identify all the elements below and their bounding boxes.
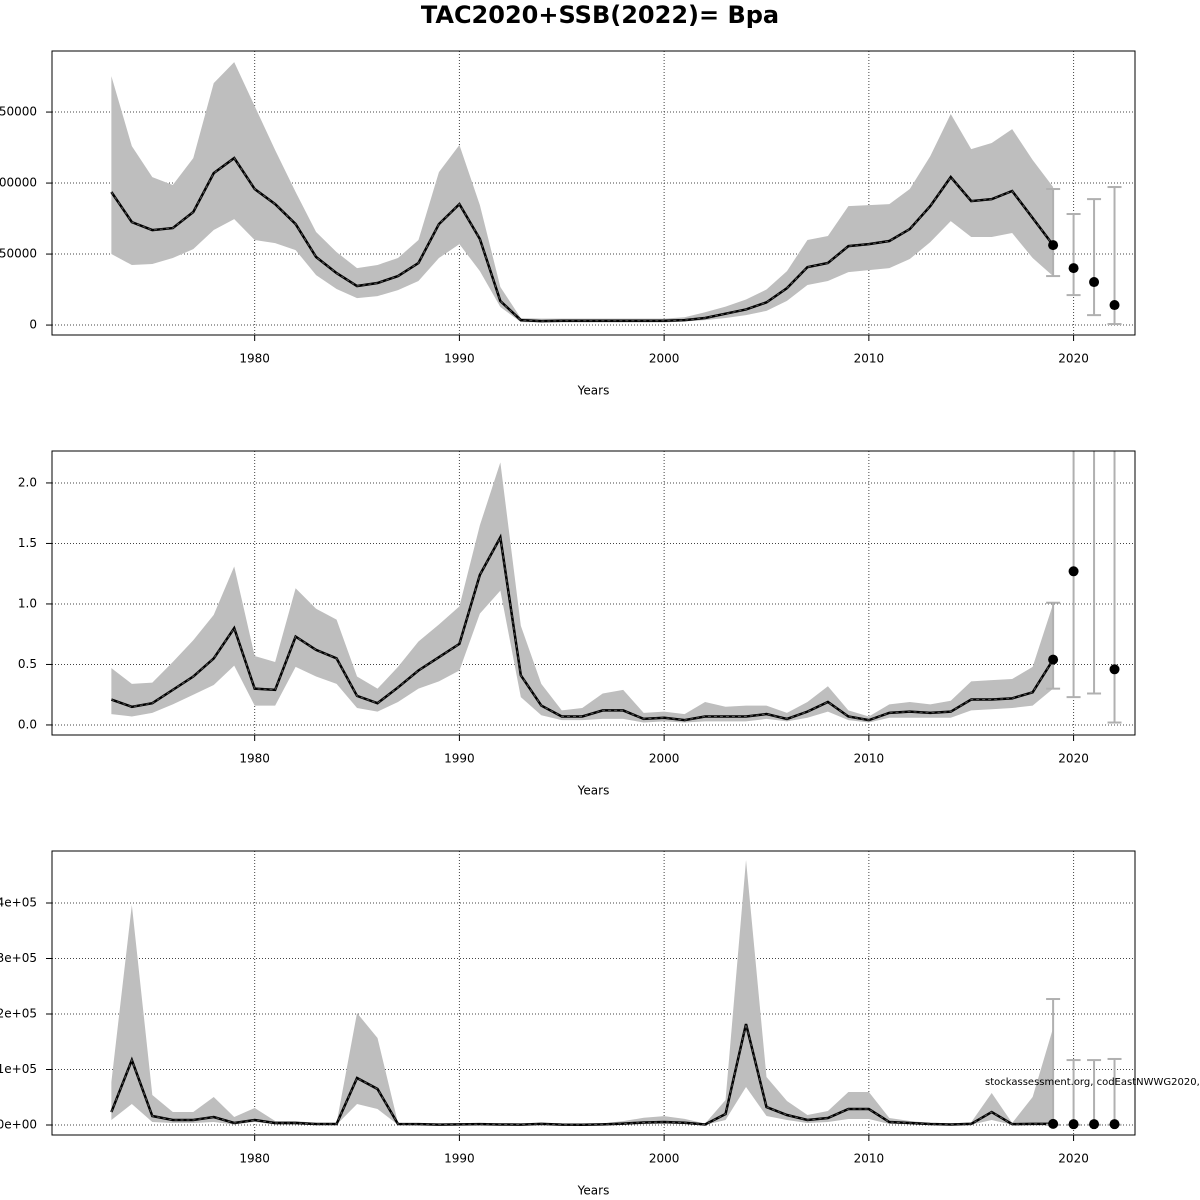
forecast-point <box>1068 263 1079 274</box>
x-axis-label: Years <box>577 1184 610 1198</box>
x-tick-label: 1980 <box>239 352 270 366</box>
x-tick-label: 1990 <box>444 1152 475 1166</box>
forecast-point <box>1089 1119 1100 1130</box>
forecast-point <box>1068 1119 1079 1130</box>
x-tick-label: 2020 <box>1058 1152 1089 1166</box>
y-tick-label: 0.0 <box>18 717 37 731</box>
y-tick-label: 1e+05 <box>0 1062 37 1076</box>
x-tick-label: 2010 <box>854 1152 885 1166</box>
x-axis-label: Years <box>577 384 610 398</box>
plot-area <box>110 859 1122 1130</box>
confidence-band <box>111 462 1054 723</box>
y-tick-label: 50000 <box>0 247 37 261</box>
x-tick-label: 2000 <box>649 752 680 766</box>
annotation: stockassessment.org, codEastNWWG2020, <box>985 1077 1200 1088</box>
x-tick-label: 1980 <box>239 752 270 766</box>
x-tick-label: 1990 <box>444 352 475 366</box>
estimate-line-dash <box>110 157 1054 322</box>
y-tick-label: 2.0 <box>18 475 37 489</box>
y-tick-label: 150000 <box>0 105 37 119</box>
plot-frame <box>51 850 1136 1136</box>
plot-area <box>110 62 1122 326</box>
y-tick-label: 2e+05 <box>0 1007 37 1021</box>
forecast-point <box>1048 1118 1059 1129</box>
y-tick-label: 0.5 <box>18 657 37 671</box>
x-tick-label: 1980 <box>239 1152 270 1166</box>
plot-frame <box>51 50 1136 336</box>
y-tick-label: 100000 <box>0 176 37 190</box>
plot-frame <box>51 450 1136 736</box>
forecast-point <box>1048 240 1059 251</box>
x-tick-label: 2010 <box>854 752 885 766</box>
estimate-line-dash <box>110 1023 1054 1126</box>
plot-area <box>110 451 1122 724</box>
x-axis-label: Years <box>577 784 610 798</box>
forecast-point <box>1089 277 1100 288</box>
confidence-band <box>111 859 1054 1125</box>
y-tick-label: 0 <box>29 318 37 332</box>
x-tick-label: 1990 <box>444 752 475 766</box>
x-tick-label: 2010 <box>854 352 885 366</box>
y-tick-label: 4e+05 <box>0 896 37 910</box>
forecast-point <box>1109 664 1120 675</box>
confidence-band <box>111 62 1054 323</box>
x-tick-label: 2000 <box>649 1152 680 1166</box>
y-tick-label: 1.0 <box>18 596 37 610</box>
forecast-point <box>1109 300 1120 311</box>
forecast-point <box>1048 654 1059 665</box>
y-tick-label: 0e+00 <box>0 1118 37 1132</box>
estimate-line-dash <box>111 535 1054 721</box>
forecast-point <box>1068 566 1079 577</box>
x-tick-label: 2000 <box>649 352 680 366</box>
x-tick-label: 2020 <box>1058 352 1089 366</box>
y-tick-label: 1.5 <box>18 536 37 550</box>
y-tick-label: 3e+05 <box>0 951 37 965</box>
forecast-point <box>1109 1119 1120 1130</box>
chart-title: TAC2020+SSB(2022)= Bpa <box>421 1 779 29</box>
x-tick-label: 2020 <box>1058 752 1089 766</box>
